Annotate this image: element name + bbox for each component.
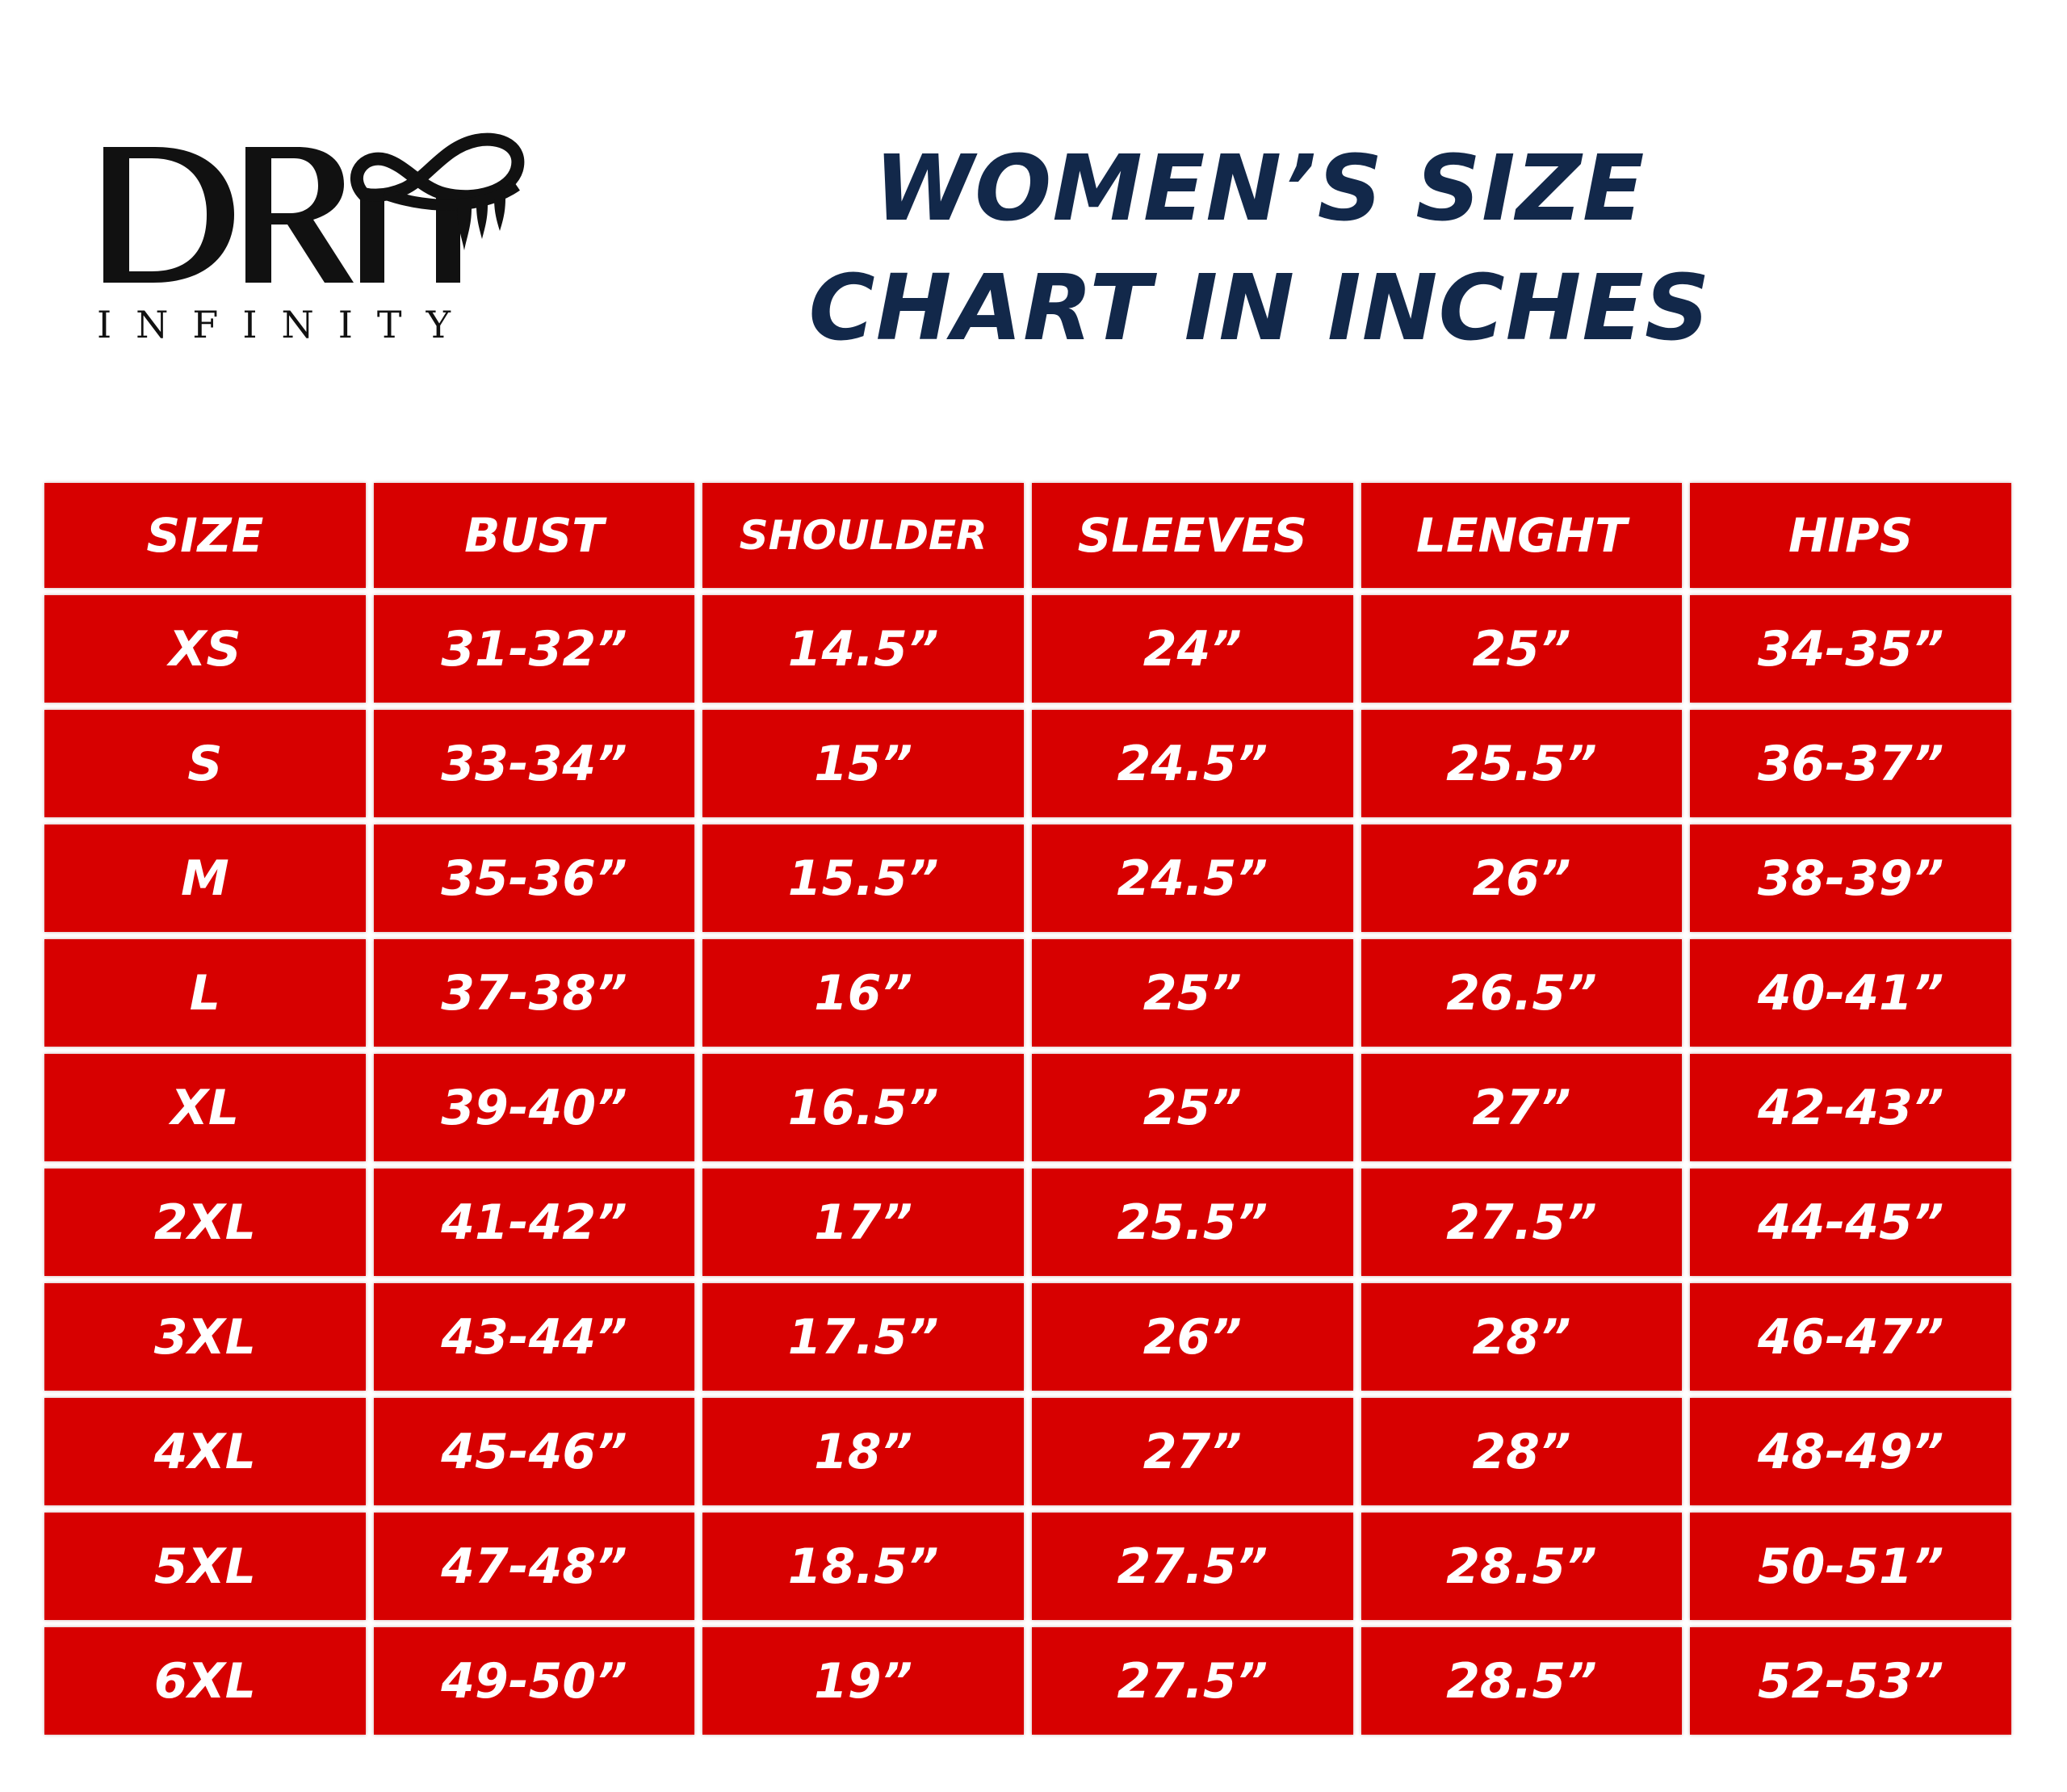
cell-bust: 39-40” — [373, 1054, 695, 1161]
title-line-1: WOMEN’S SIZE — [874, 136, 1646, 241]
cell-length: 26” — [1361, 825, 1683, 932]
cell-sleeves: 25.5” — [1031, 1169, 1353, 1276]
cell-bust: 45-46” — [373, 1398, 695, 1505]
cell-bust: 43-44” — [373, 1283, 695, 1391]
logo-subtitle: INFINITY — [97, 303, 475, 346]
cell-shoulder: 14.5” — [702, 595, 1024, 703]
cell-hips: 50-51” — [1690, 1513, 2011, 1620]
cell-sleeves: 26” — [1031, 1283, 1353, 1391]
cell-sleeves: 27.5” — [1031, 1513, 1353, 1620]
cell-hips: 34-35” — [1690, 595, 2011, 703]
table-row: XL 39-40” 16.5” 25” 27” 42-43” — [44, 1054, 2011, 1161]
cell-hips: 36-37” — [1690, 710, 2011, 817]
drip-infinity-logo-icon: INFINITY — [97, 132, 525, 346]
table-row: M 35-36” 15.5” 24.5” 26” 38-39” — [44, 825, 2011, 932]
table-row: XS 31-32” 14.5” 24” 25” 34-35” — [44, 595, 2011, 703]
cell-shoulder: 15.5” — [702, 825, 1024, 932]
header-bust: BUST — [373, 483, 695, 588]
cell-bust: 41-42” — [373, 1169, 695, 1276]
brand-logo: INFINITY — [97, 129, 614, 347]
cell-bust: 31-32” — [373, 595, 695, 703]
header-length: LENGHT — [1361, 483, 1683, 588]
cell-hips: 48-49” — [1690, 1398, 2011, 1505]
table-row: 3XL 43-44” 17.5” 26” 28” 46-47” — [44, 1283, 2011, 1391]
cell-sleeves: 24.5” — [1031, 710, 1353, 817]
cell-sleeves: 25” — [1031, 1054, 1353, 1161]
cell-size: 6XL — [44, 1627, 366, 1735]
title-line-2: CHART IN INCHES — [808, 256, 1711, 361]
header-sleeves: SLEEVES — [1031, 483, 1353, 588]
cell-shoulder: 16” — [702, 939, 1024, 1047]
cell-length: 27.5” — [1361, 1169, 1683, 1276]
table-row: 2XL 41-42” 17” 25.5” 27.5” 44-45” — [44, 1169, 2011, 1276]
cell-hips: 52-53” — [1690, 1627, 2011, 1735]
cell-sleeves: 25” — [1031, 939, 1353, 1047]
header-size: SIZE — [44, 483, 366, 588]
cell-sleeves: 24” — [1031, 595, 1353, 703]
cell-bust: 33-34” — [373, 710, 695, 817]
cell-shoulder: 19” — [702, 1627, 1024, 1735]
cell-size: XS — [44, 595, 366, 703]
cell-shoulder: 18” — [702, 1398, 1024, 1505]
cell-hips: 46-47” — [1690, 1283, 2011, 1391]
table-row: L 37-38” 16” 25” 26.5” 40-41” — [44, 939, 2011, 1047]
cell-length: 28.5” — [1361, 1513, 1683, 1620]
cell-hips: 42-43” — [1690, 1054, 2011, 1161]
table-row: 5XL 47-48” 18.5” 27.5” 28.5” 50-51” — [44, 1513, 2011, 1620]
header-shoulder: SHOULDER — [702, 483, 1024, 588]
cell-hips: 40-41” — [1690, 939, 2011, 1047]
cell-shoulder: 17” — [702, 1169, 1024, 1276]
cell-shoulder: 17.5” — [702, 1283, 1024, 1391]
cell-bust: 35-36” — [373, 825, 695, 932]
cell-length: 27” — [1361, 1054, 1683, 1161]
cell-size: L — [44, 939, 366, 1047]
cell-bust: 49-50” — [373, 1627, 695, 1735]
cell-length: 25.5” — [1361, 710, 1683, 817]
cell-size: 2XL — [44, 1169, 366, 1276]
cell-sleeves: 27” — [1031, 1398, 1353, 1505]
size-chart-table: SIZE BUST SHOULDER SLEEVES LENGHT HIPS X… — [36, 476, 2019, 1742]
cell-length: 26.5” — [1361, 939, 1683, 1047]
cell-length: 28” — [1361, 1283, 1683, 1391]
cell-size: XL — [44, 1054, 366, 1161]
cell-sleeves: 27.5” — [1031, 1627, 1353, 1735]
cell-size: 5XL — [44, 1513, 366, 1620]
cell-size: 3XL — [44, 1283, 366, 1391]
cell-bust: 47-48” — [373, 1513, 695, 1620]
cell-hips: 44-45” — [1690, 1169, 2011, 1276]
cell-length: 25” — [1361, 595, 1683, 703]
cell-shoulder: 16.5” — [702, 1054, 1024, 1161]
cell-bust: 37-38” — [373, 939, 695, 1047]
table-header-row: SIZE BUST SHOULDER SLEEVES LENGHT HIPS — [44, 483, 2011, 588]
table-row: 6XL 49-50” 19” 27.5” 28.5” 52-53” — [44, 1627, 2011, 1735]
cell-size: 4XL — [44, 1398, 366, 1505]
table-row: S 33-34” 15” 24.5” 25.5” 36-37” — [44, 710, 2011, 817]
cell-length: 28” — [1361, 1398, 1683, 1505]
cell-hips: 38-39” — [1690, 825, 2011, 932]
cell-shoulder: 15” — [702, 710, 1024, 817]
cell-size: M — [44, 825, 366, 932]
cell-shoulder: 18.5” — [702, 1513, 1024, 1620]
cell-length: 28.5” — [1361, 1627, 1683, 1735]
table-body: XS 31-32” 14.5” 24” 25” 34-35” S 33-34” 15” 24.5”… — [44, 595, 2011, 1735]
cell-sleeves: 24.5” — [1031, 825, 1353, 932]
header-hips: HIPS — [1690, 483, 2011, 588]
cell-size: S — [44, 710, 366, 817]
table-row: 4XL 45-46” 18” 27” 28” 48-49” — [44, 1398, 2011, 1505]
page-title: WOMEN’S SIZE CHART IN INCHES — [775, 129, 1744, 368]
